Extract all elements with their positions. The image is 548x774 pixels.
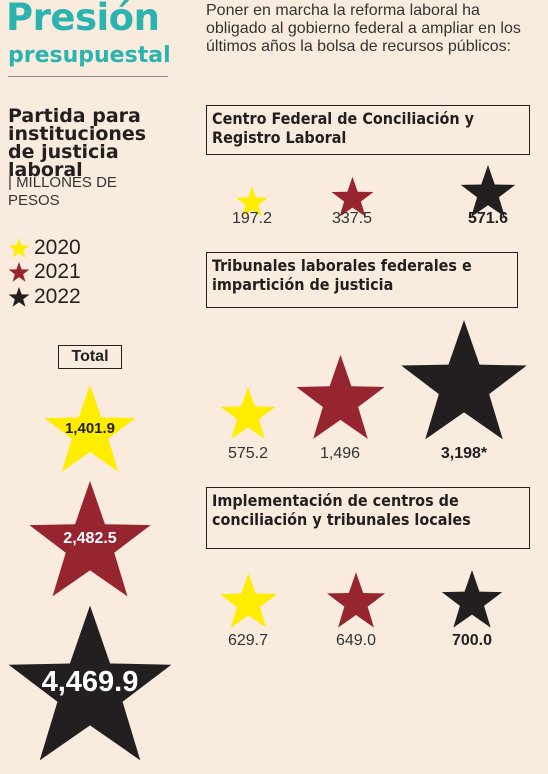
value-label-tribunales-federales-2021: 1,496 xyxy=(319,445,361,462)
star-total-2022-shape xyxy=(8,605,172,761)
star-centro-federal-2020 xyxy=(235,185,269,217)
category-box-centro-federal: Centro Federal de Conciliación y Registr… xyxy=(206,105,530,155)
value-label-implementacion-locales-2020: 629.7 xyxy=(227,632,269,649)
legend-label-2020: 2020 xyxy=(34,236,81,259)
star-implementacion-locales-2022 xyxy=(441,570,503,628)
star-centro-federal-2022-shape xyxy=(460,164,516,217)
star-implementacion-locales-2021-shape xyxy=(326,572,386,628)
star-centro-federal-2020-shape xyxy=(235,185,269,217)
intro-text: Poner en marcha la reforma laboral ha ob… xyxy=(206,2,521,55)
star-centro-federal-2022 xyxy=(460,164,516,217)
total-label: Total xyxy=(58,345,122,369)
star-total-2021-shape xyxy=(29,481,151,597)
star-tribunales-federales-2021 xyxy=(295,354,385,439)
star-tribunales-federales-2021-shape xyxy=(295,354,385,439)
star-implementacion-locales-2020-shape xyxy=(219,573,277,628)
star-icon-2022 xyxy=(8,286,30,307)
legend-item-2020: 2020 xyxy=(8,236,81,260)
star-implementacion-locales-2022-shape xyxy=(441,570,503,628)
star-total-2022 xyxy=(8,605,172,761)
value-label-implementacion-locales-2021: 649.0 xyxy=(335,632,377,649)
star-centro-federal-2021-shape xyxy=(331,176,373,217)
star-tribunales-federales-2022 xyxy=(401,319,527,440)
value-label-centro-federal-2021: 337.5 xyxy=(331,210,373,227)
star-icon-2020 xyxy=(8,237,30,258)
star-implementacion-locales-2021 xyxy=(326,572,386,628)
star-tribunales-federales-2022-shape xyxy=(401,319,527,440)
legend-item-2022: 2022 xyxy=(8,285,81,309)
page-title: Presión xyxy=(6,0,160,39)
value-label-implementacion-locales-2022: 700.0 xyxy=(451,632,493,649)
total-value-2022: 4,469.9 xyxy=(41,665,139,698)
value-label-tribunales-federales-2022: 3,198* xyxy=(440,445,488,462)
legend-label-2022: 2022 xyxy=(34,285,81,308)
star-centro-federal-2021 xyxy=(331,176,373,217)
title-divider xyxy=(8,76,168,77)
page-subtitle: presupuestal xyxy=(8,43,171,68)
star-tribunales-federales-2020-shape xyxy=(220,386,276,439)
star-icon-2021 xyxy=(8,261,30,282)
star-implementacion-locales-2020 xyxy=(219,573,277,628)
category-box-implementacion-locales: Implementación de centros de conciliació… xyxy=(206,487,530,549)
star-total-2020 xyxy=(44,384,136,472)
star-total-2021 xyxy=(29,481,151,597)
chart-heading: Partida para instituciones de justicia l… xyxy=(8,105,147,181)
star-total-2020-shape xyxy=(44,384,136,472)
units-label: | MILLONES DE PESOS xyxy=(8,174,117,209)
total-value-2021: 2,482.5 xyxy=(63,529,117,547)
total-value-2020: 1,401.9 xyxy=(64,419,116,437)
value-label-centro-federal-2020: 197.2 xyxy=(231,210,273,227)
star-tribunales-federales-2020 xyxy=(220,386,276,439)
legend-item-2021: 2021 xyxy=(8,260,81,284)
legend-label-2021: 2021 xyxy=(34,260,81,283)
category-box-tribunales-federales: Tribunales laborales federales e imparti… xyxy=(206,252,518,308)
value-label-tribunales-federales-2020: 575.2 xyxy=(227,445,269,462)
value-label-centro-federal-2022: 571.6 xyxy=(467,210,509,227)
